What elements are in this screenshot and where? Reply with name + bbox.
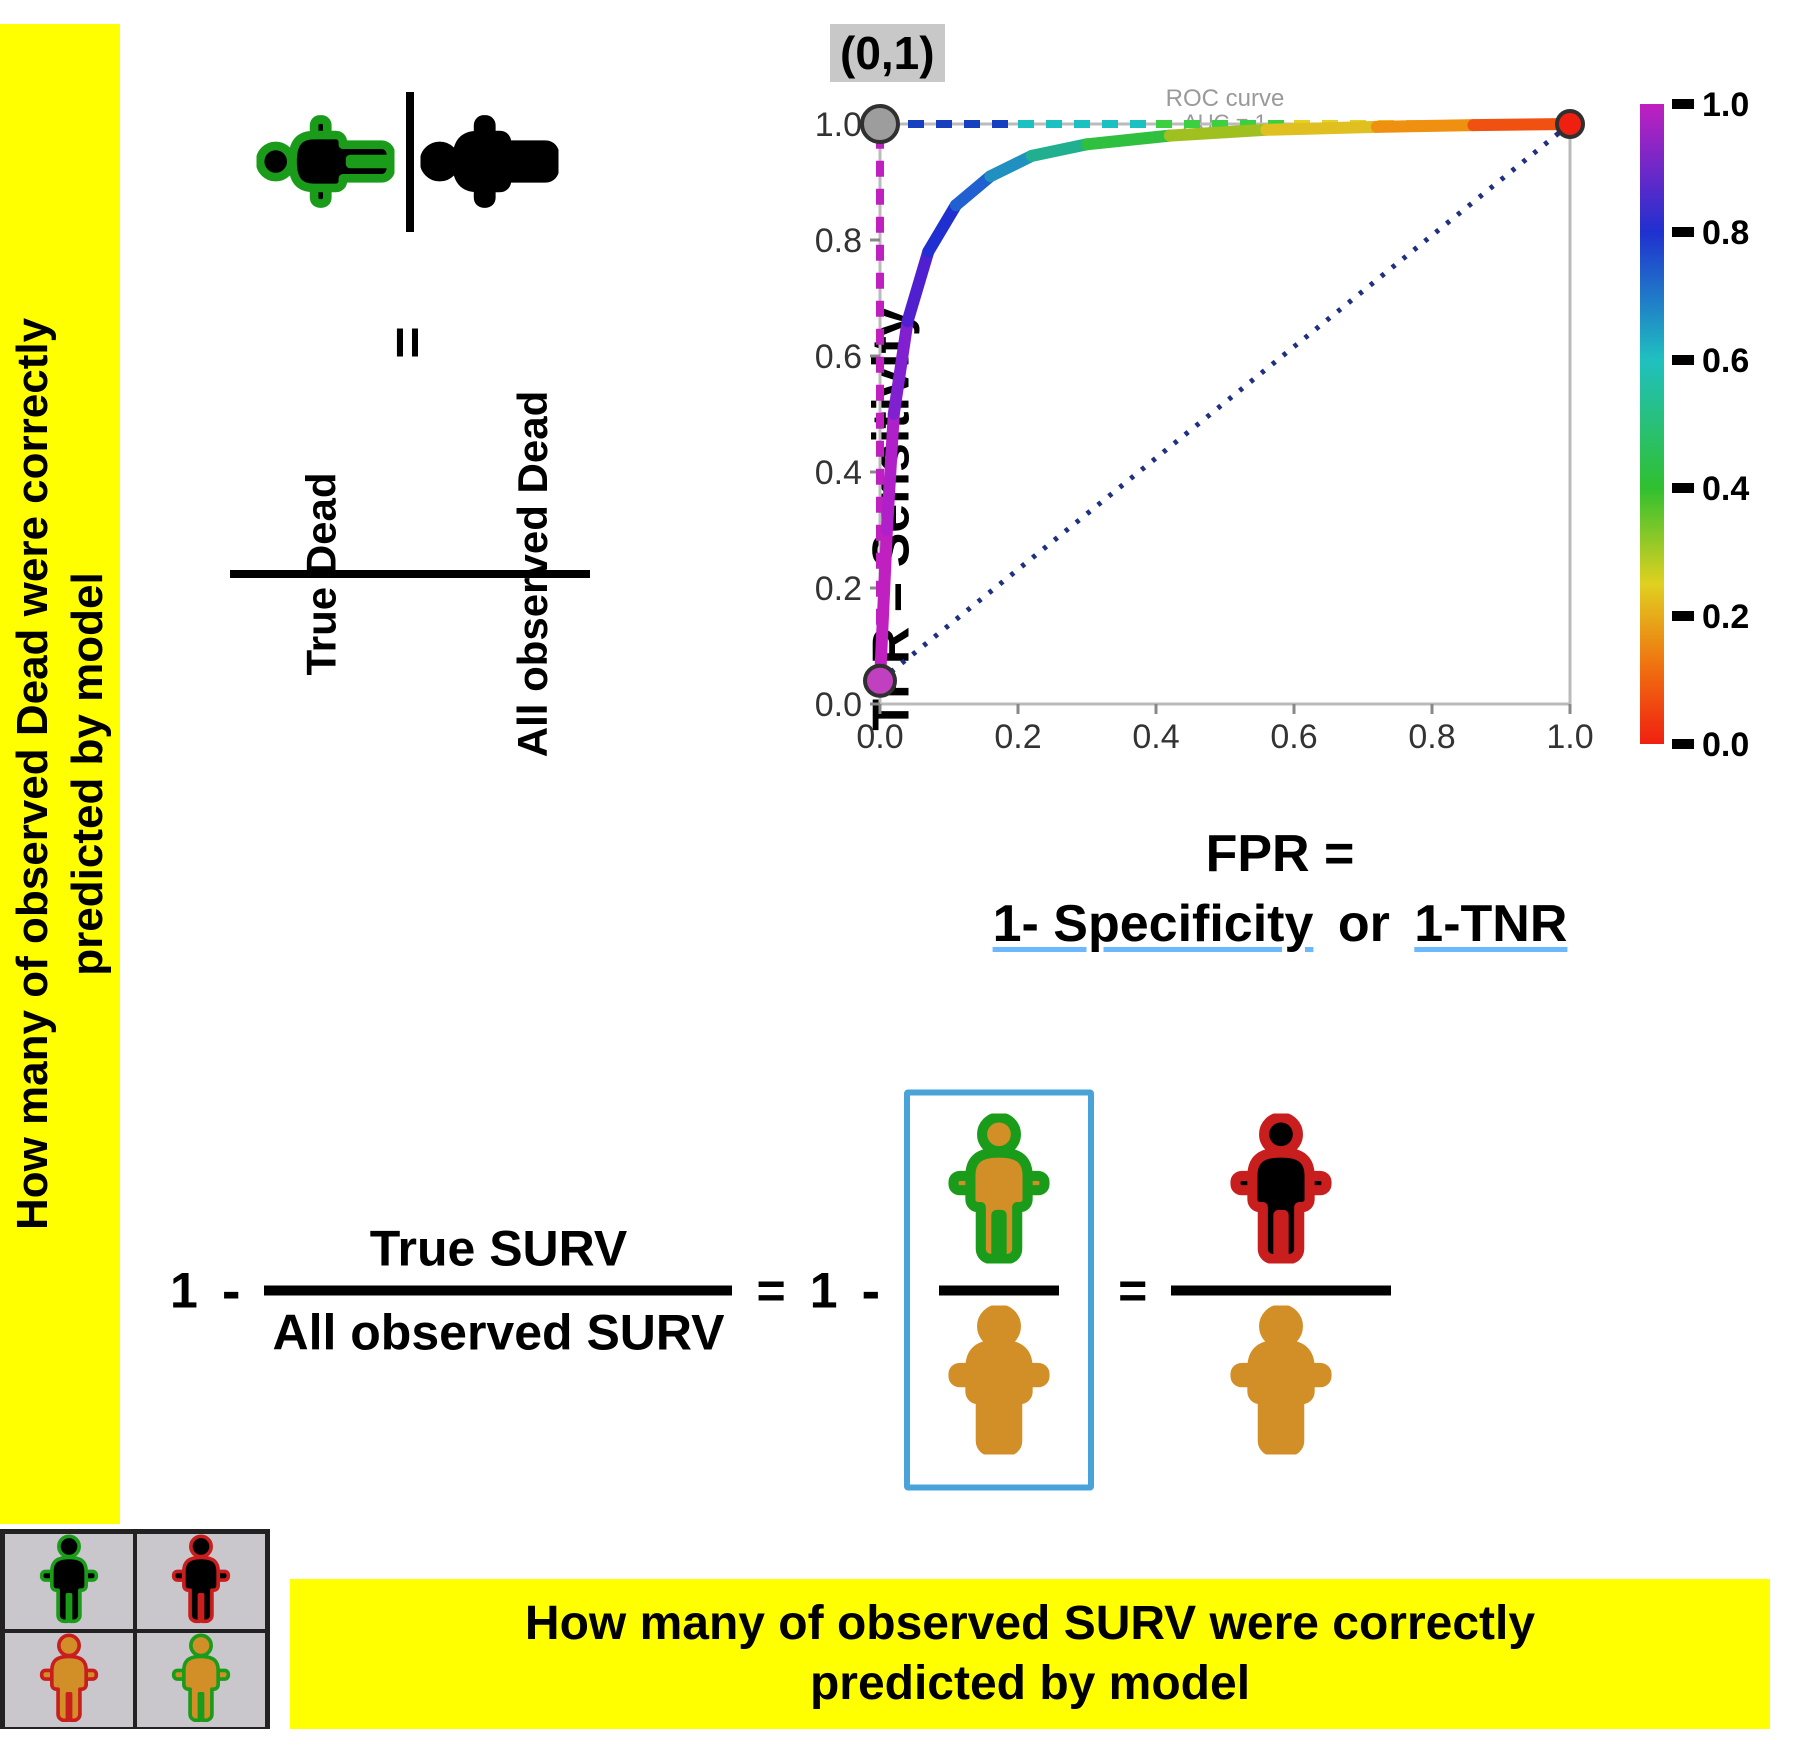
minus-text: - <box>862 1258 881 1323</box>
icon-fraction-2 <box>1171 1114 1391 1467</box>
person-icon <box>1216 1114 1346 1276</box>
legend-cell-2 <box>3 1631 135 1730</box>
one-text: 1 <box>810 1261 838 1319</box>
all-observed-surv-label: All observed SURV <box>264 1299 732 1365</box>
svg-text:1.0: 1.0 <box>1702 86 1749 124</box>
surv-row: 1 - True SURV All observed SURV = 1 - = <box>170 1090 1391 1491</box>
svg-text:0.4: 0.4 <box>815 454 862 492</box>
legend-grid <box>0 1529 270 1729</box>
svg-text:ROC curve: ROC curve <box>1166 85 1285 112</box>
svg-text:0.4: 0.4 <box>1132 718 1179 756</box>
bottom-bar-line2: predicted by model <box>810 1657 1250 1710</box>
roc-x-axis-label-2: 1- Specificity or 1-TNR <box>790 894 1770 954</box>
svg-text:0.2: 0.2 <box>994 718 1041 756</box>
equals-text: = <box>1118 1261 1147 1319</box>
svg-text:0.2: 0.2 <box>1702 598 1749 636</box>
svg-text:0.8: 0.8 <box>1702 214 1749 252</box>
person-icon <box>30 1633 108 1728</box>
left-bar-line1: How many of observed Dead were correctly <box>8 318 57 1230</box>
svg-text:0.6: 0.6 <box>815 338 862 376</box>
svg-text:1.0: 1.0 <box>815 106 862 144</box>
equals-rotated: = <box>374 326 439 359</box>
one-text: 1 <box>170 1261 198 1319</box>
roc-color-scale: 1.0 0.8 0.6 0.4 0.2 0.0 <box>1630 84 1770 764</box>
or-label: or <box>1338 895 1390 953</box>
true-dead-icon-row <box>268 90 552 233</box>
fraction-bar <box>939 1285 1059 1295</box>
bottom-yellow-bar: How many of observed SURV were correctly… <box>290 1579 1770 1729</box>
roc-panel: (0,1) TPR = Sensitivity ROC curveAUC = 1… <box>640 24 1770 1014</box>
svg-text:0.8: 0.8 <box>815 222 862 260</box>
all-observed-dead-label: All observed Dead <box>509 391 557 757</box>
bottom-bar-line1: How many of observed SURV were correctly <box>525 1597 1535 1650</box>
equals-text: = <box>756 1261 785 1319</box>
roc-chart: ROC curveAUC = 10.00.20.40.60.81.00.00.2… <box>790 84 1600 784</box>
left-bar-text: How many of observed Dead were correctly… <box>5 318 115 1230</box>
person-icon <box>934 1305 1064 1467</box>
true-dead-label: True Dead <box>298 472 346 675</box>
vertical-divider <box>406 92 414 232</box>
svg-text:0.2: 0.2 <box>815 570 862 608</box>
true-surv-label: True SURV <box>362 1215 636 1281</box>
legend-cell-3 <box>135 1631 267 1730</box>
boxed-fraction <box>904 1090 1094 1491</box>
person-icon <box>934 1114 1064 1276</box>
figure-canvas: How many of observed Dead were correctly… <box>0 0 1800 1753</box>
person-icon <box>162 1633 240 1728</box>
tnr-label: 1-TNR <box>1414 895 1567 953</box>
person-icon <box>1216 1305 1346 1467</box>
icon-fraction-1 <box>934 1114 1064 1467</box>
point-0-1-label: (0,1) <box>830 24 945 82</box>
surv-formula: 1 - True SURV All observed SURV = 1 - = <box>170 1080 1770 1500</box>
left-bar-line2: predicted by model <box>63 572 112 975</box>
svg-text:0.0: 0.0 <box>815 686 862 724</box>
roc-x-axis-label-1: FPR = <box>790 824 1770 884</box>
svg-text:0.6: 0.6 <box>1702 342 1749 380</box>
fraction-bar <box>1171 1285 1391 1295</box>
person-icon <box>30 1534 108 1629</box>
legend-cell-0 <box>3 1532 135 1631</box>
svg-text:0.0: 0.0 <box>856 718 903 756</box>
svg-text:0.8: 0.8 <box>1408 718 1455 756</box>
left-yellow-bar: How many of observed Dead were correctly… <box>0 24 120 1524</box>
person-icon <box>268 90 388 233</box>
legend-cell-1 <box>135 1532 267 1631</box>
color-scale-svg: 1.0 0.8 0.6 0.4 0.2 0.0 <box>1630 84 1770 764</box>
minus-text: - <box>222 1258 241 1323</box>
svg-text:1.0: 1.0 <box>1546 718 1593 756</box>
true-dead-fraction: = True Dead All observed Dead <box>180 90 640 850</box>
svg-text:0.0: 0.0 <box>1702 726 1749 764</box>
specificity-label: 1- Specificity <box>993 895 1314 953</box>
person-icon <box>162 1534 240 1629</box>
fraction-bar <box>264 1285 732 1295</box>
svg-text:0.4: 0.4 <box>1702 470 1749 508</box>
person-icon <box>432 90 552 233</box>
svg-text:0.6: 0.6 <box>1270 718 1317 756</box>
surv-text-fraction: True SURV All observed SURV <box>264 1215 732 1365</box>
